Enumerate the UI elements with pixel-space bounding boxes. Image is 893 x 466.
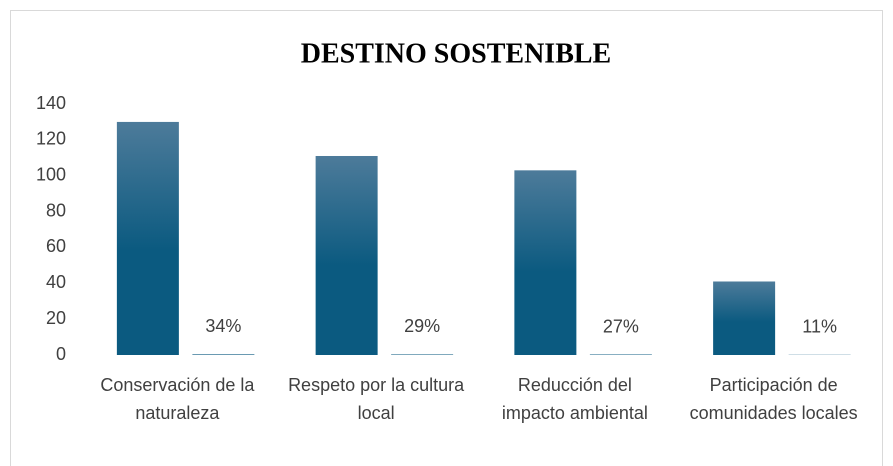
y-tick-label: 140 — [36, 93, 66, 113]
y-tick-label: 0 — [56, 344, 66, 364]
data-label: 11% — [802, 317, 837, 337]
y-tick-label: 100 — [36, 164, 66, 184]
y-tick-label: 40 — [46, 272, 66, 292]
y-tick-label: 60 — [46, 236, 66, 256]
bar — [713, 281, 776, 355]
y-tick-label: 120 — [36, 129, 66, 149]
data-label: 27% — [603, 316, 639, 336]
x-tick-label: Respeto por la cultura local — [288, 375, 465, 423]
x-tick-label: Conservación de la naturaleza — [100, 375, 255, 423]
x-tick-label: Reducción del impacto ambiental — [501, 375, 648, 423]
data-label: 34% — [205, 316, 241, 336]
data-label: 29% — [404, 316, 440, 336]
bar — [116, 121, 179, 355]
x-tick-label: Participación de comunidades locales — [689, 375, 858, 423]
bar — [315, 155, 378, 355]
chart-title: DESTINO SOSTENIBLE — [301, 38, 611, 69]
bar — [391, 354, 454, 355]
y-tick-label: 80 — [46, 200, 66, 220]
y-tick-label: 20 — [46, 308, 66, 328]
bar — [192, 354, 255, 355]
bar — [514, 170, 577, 355]
